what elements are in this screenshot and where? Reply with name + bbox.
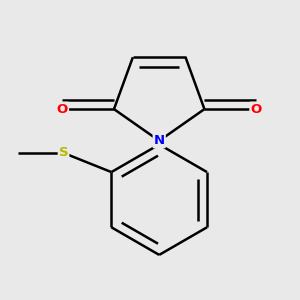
Text: S: S: [59, 146, 68, 159]
Text: N: N: [154, 134, 165, 147]
Text: O: O: [57, 103, 68, 116]
Text: O: O: [250, 103, 262, 116]
